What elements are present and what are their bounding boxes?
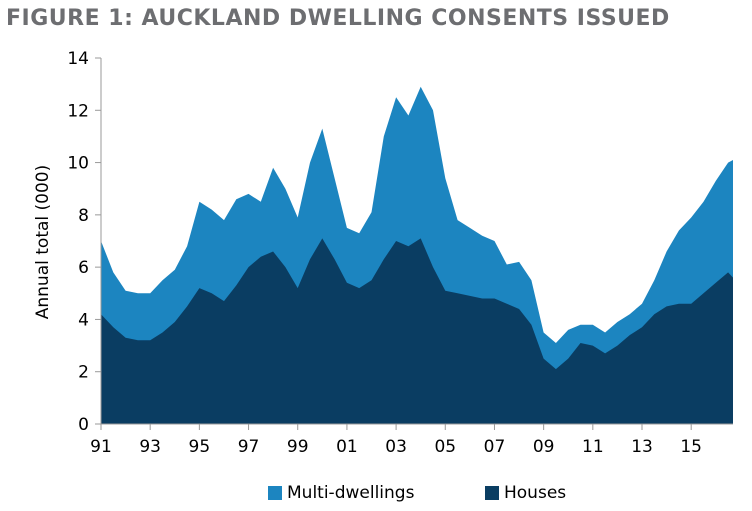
x-tick-label: 11 xyxy=(582,437,604,457)
legend-swatch-houses xyxy=(485,486,499,500)
x-tick-label: 01 xyxy=(336,437,358,457)
y-tick-label: 12 xyxy=(67,101,89,121)
legend-label-multi-dwellings: Multi-dwellings xyxy=(287,483,415,503)
y-tick-label: 10 xyxy=(67,154,89,174)
x-tick-label: 95 xyxy=(189,437,211,457)
y-axis-label: Annual total (000) xyxy=(33,165,53,320)
x-tick-label: 99 xyxy=(287,437,309,457)
x-tick-label: 03 xyxy=(385,437,407,457)
legend-label-houses: Houses xyxy=(504,483,567,503)
series-area-houses xyxy=(101,238,733,424)
y-axis: 0 2 4 6 8 10 12 14 xyxy=(67,49,102,435)
y-tick-label: 8 xyxy=(78,206,89,226)
x-tick-label: 09 xyxy=(533,437,555,457)
x-axis: 91 93 95 97 99 01 03 05 07 09 11 13 15 xyxy=(90,423,733,457)
x-tick-label: 93 xyxy=(139,437,161,457)
area-chart: 0 2 4 6 8 10 12 14 91 93 95 97 99 01 03 05 07 09 11 13 15 A… xyxy=(33,49,733,457)
x-tick-label: 05 xyxy=(434,437,456,457)
legend-item-houses: Houses xyxy=(485,483,566,503)
x-tick-label: 07 xyxy=(484,437,506,457)
y-tick-label: 6 xyxy=(78,258,89,278)
legend-swatch-multi-dwellings xyxy=(268,486,282,500)
x-tick-label: 91 xyxy=(90,437,112,457)
x-tick-label: 13 xyxy=(631,437,653,457)
y-tick-label: 14 xyxy=(67,49,89,69)
legend-item-multi-dwellings: Multi-dwellings xyxy=(268,483,414,503)
y-tick-label: 2 xyxy=(78,363,89,383)
legend: Multi-dwellings Houses xyxy=(0,483,752,507)
y-tick-label: 0 xyxy=(78,415,89,435)
chart-title: FIGURE 1: AUCKLAND DWELLING CONSENTS ISS… xyxy=(6,6,670,31)
x-tick-label: 97 xyxy=(238,437,260,457)
x-tick-label: 15 xyxy=(680,437,702,457)
areas xyxy=(101,86,733,425)
y-tick-label: 4 xyxy=(78,310,89,330)
